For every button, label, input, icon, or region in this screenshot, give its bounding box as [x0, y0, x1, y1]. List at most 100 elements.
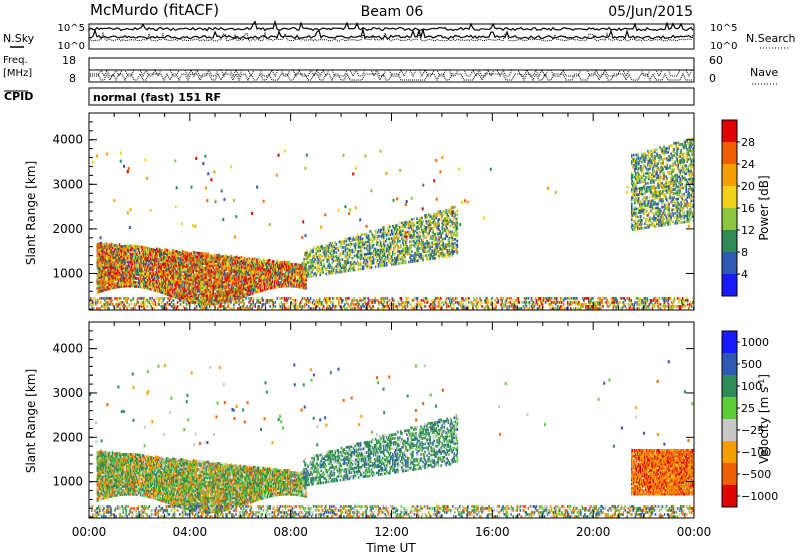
range-gate-cell: [361, 237, 364, 240]
range-gate-cell: [263, 278, 266, 281]
range-gate-cell: [190, 288, 192, 292]
range-gate-cell: [228, 295, 231, 299]
nave-tick-top: 60: [709, 54, 723, 67]
range-gate-cell: [192, 280, 194, 284]
range-gate-cell: [249, 266, 252, 270]
range-gate-cell: [195, 295, 197, 299]
range-gate-cell: [161, 251, 163, 254]
range-gate-cell: [106, 267, 109, 271]
range-gate-cell: [327, 248, 330, 251]
range-gate-cell: [189, 266, 191, 269]
nave-label: Nave: [750, 66, 778, 79]
range-gate-cell: [171, 290, 173, 294]
range-gate-cell: [422, 246, 424, 250]
range-gate-cell: [450, 242, 453, 246]
range-gate-cell: [423, 250, 425, 254]
range-gate-cell: [110, 246, 113, 250]
range-gate-cell: [397, 240, 399, 243]
range-gate-cell: [348, 243, 351, 246]
range-gate-cell: [175, 250, 177, 253]
range-gate-cell: [224, 288, 227, 292]
range-gate-cell: [102, 243, 105, 246]
range-gate-cell: [195, 281, 197, 285]
range-gate-cell: [131, 254, 134, 258]
range-gate-cell: [172, 293, 174, 296]
range-gate-cell: [254, 259, 257, 262]
range-gate-cell: [174, 287, 176, 291]
range-gate-cell: [109, 279, 112, 282]
range-gate-cell: [257, 274, 260, 277]
range-gate-cell: [434, 234, 436, 238]
range-gate-cell: [312, 260, 314, 264]
range-gate-cell: [309, 264, 311, 268]
range-gate-cell: [161, 257, 163, 260]
range-gate-cell: [299, 285, 301, 289]
range-gate-cell: [390, 237, 393, 240]
range-gate-cell: [235, 265, 238, 269]
range-gate-cell: [141, 259, 144, 263]
range-gate-cell: [434, 242, 436, 246]
range-gate-cell: [141, 282, 144, 285]
range-gate-cell: [158, 268, 160, 271]
range-gate-cell: [318, 267, 321, 271]
range-gate-cell: [109, 245, 112, 248]
range-gate-cell: [321, 245, 324, 248]
range-gate-cell: [233, 284, 236, 287]
range-gate-cell: [435, 252, 437, 256]
range-gate-cell: [208, 296, 211, 300]
range-gate-cell: [435, 246, 437, 250]
range-gate-cell: [273, 278, 275, 281]
range-gate-cell: [198, 253, 201, 257]
range-gate-cell: [127, 262, 130, 266]
range-gate-cell: [288, 284, 290, 288]
range-gate-cell: [286, 278, 288, 282]
range-gate-cell: [394, 244, 396, 248]
range-gate-cell: [195, 255, 197, 259]
range-gate-cell: [212, 294, 215, 298]
range-gate-cell: [266, 287, 269, 291]
range-gate-cell: [252, 283, 255, 287]
range-gate-cell: [390, 241, 393, 244]
range-gate-cell: [218, 259, 221, 263]
range-gate-cell: [137, 265, 140, 268]
range-gate-cell: [381, 248, 384, 252]
range-gate-cell: [210, 284, 213, 288]
range-gate-cell: [381, 244, 384, 248]
range-gate-cell: [192, 299, 194, 302]
range-gate-cell: [421, 244, 423, 248]
range-gate-cell: [224, 274, 227, 278]
range-gate-cell: [238, 262, 241, 266]
range-gate-cell: [276, 267, 278, 271]
range-gate-cell: [301, 284, 303, 287]
range-gate-cell: [206, 258, 209, 262]
range-gate-cell: [136, 271, 139, 274]
range-gate-cell: [235, 259, 238, 263]
range-gate-cell: [193, 297, 195, 300]
range-gate-cell: [171, 288, 173, 292]
range-gate-cell: [185, 273, 187, 276]
range-gate-cell: [125, 266, 128, 270]
range-gate-cell: [364, 252, 367, 256]
range-gate-cell: [113, 244, 116, 247]
range-gate-cell: [101, 265, 104, 268]
range-gate-cell: [101, 243, 104, 246]
range-gate-cell: [450, 234, 453, 238]
range-gate-cell: [96, 283, 99, 286]
range-gate-cell: [178, 263, 180, 266]
range-gate-cell: [175, 286, 177, 289]
range-gate-cell: [111, 266, 114, 270]
range-gate-cell: [211, 286, 214, 290]
range-gate-cell: [287, 280, 289, 284]
range-gate-cell: [169, 274, 171, 277]
cpid-text: normal (fast) 151 RF: [93, 91, 221, 104]
range-gate-cell: [202, 284, 205, 288]
range-gate-cell: [174, 293, 176, 297]
range-gate-cell: [341, 264, 344, 267]
range-gate-cell: [423, 246, 425, 250]
range-gate-cell: [222, 285, 225, 288]
range-gate-cell: [102, 279, 105, 282]
range-gate-cell: [179, 269, 181, 273]
range-gate-cell: [195, 277, 197, 281]
range-gate-cell: [164, 284, 166, 287]
range-gate-cell: [128, 278, 131, 282]
